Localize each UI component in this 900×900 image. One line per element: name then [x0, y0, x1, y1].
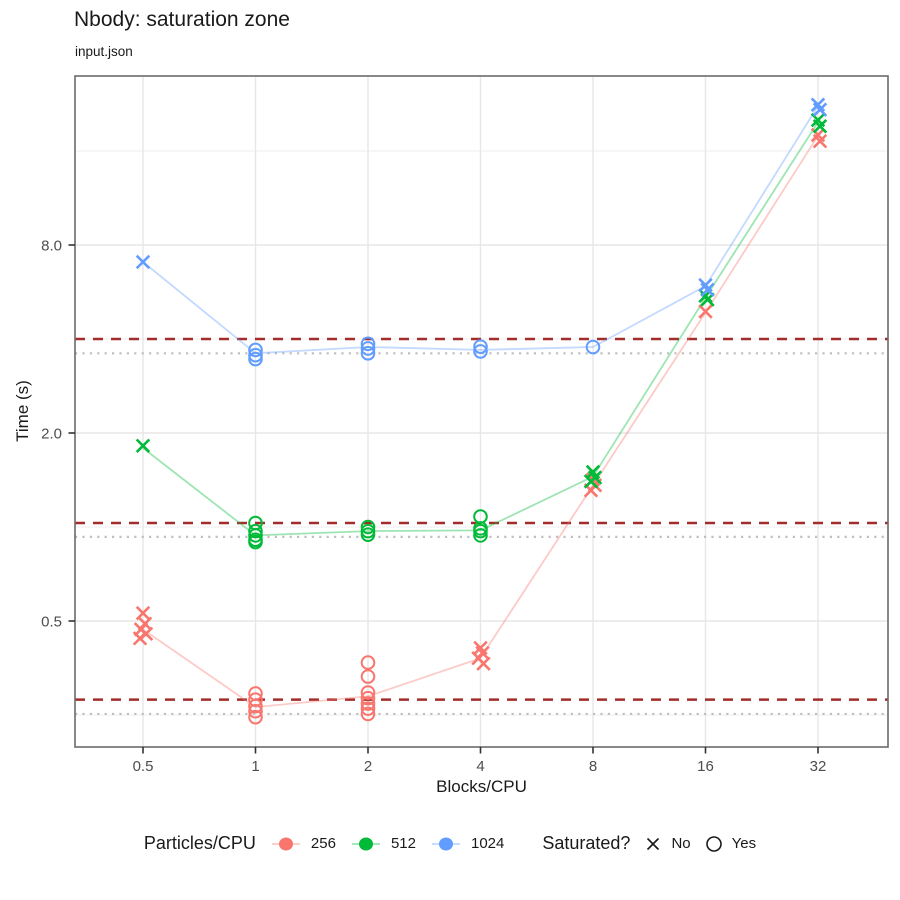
data-point-x [812, 102, 828, 117]
data-point-x [583, 474, 599, 489]
data-point-o [360, 655, 376, 670]
legend-item-Yes: Yes [704, 834, 756, 854]
data-point-o [248, 709, 263, 725]
data-point-o [248, 528, 263, 543]
data-point-o [360, 669, 376, 684]
y-tick-label: 8.0 [41, 238, 62, 255]
data-point-o [360, 527, 376, 542]
data-point-o [360, 345, 376, 361]
data-point-x [812, 119, 828, 134]
data-point-o [248, 534, 263, 550]
x-shape-icon [647, 837, 660, 850]
data-point-x [476, 656, 491, 671]
legend-title-particles: Particles/CPU [143, 833, 256, 853]
axis-ticks: 0.5 1 2 4 8 16 32 0.5 2.0 8.0 [41, 238, 826, 776]
plot-area: 0.5 1 2 4 8 16 32 0.5 2.0 8.0 [41, 75, 889, 776]
o-shape-icon [705, 835, 722, 852]
data-point-o [360, 336, 376, 352]
legend-title-saturated: Saturated? [542, 833, 631, 853]
legend-item-label: No [671, 835, 691, 852]
legend-group-particles: Particles/CPU 256 512 1024 [144, 833, 504, 854]
legend-item-label: Yes [731, 835, 757, 852]
legend-key-icon [431, 837, 460, 850]
series-points-256 [132, 127, 828, 725]
y-tick-label: 0.5 [41, 614, 62, 631]
data-point-x [135, 254, 151, 270]
data-point-x [700, 282, 715, 298]
data-point-o [360, 701, 376, 716]
panel-border [74, 75, 889, 748]
legend-item-No: No [643, 834, 691, 854]
data-point-o [248, 351, 263, 367]
data-point-o [248, 698, 263, 714]
chart-subtitle: input.json [75, 44, 133, 59]
series-points-512 [135, 112, 828, 550]
x-tick-label: 16 [697, 758, 714, 775]
data-point-o [360, 690, 376, 706]
chart-svg: 0.5 1 2 4 8 16 32 0.5 2.0 8.0 [41, 75, 889, 776]
legend-item-label: 256 [310, 835, 336, 852]
series-points-1024 [135, 97, 828, 367]
x-axis-title: Blocks/CPU [436, 777, 527, 796]
x-tick-label: 4 [476, 758, 484, 775]
legend-item-512: 512 [349, 834, 416, 854]
data-point-o [248, 342, 263, 358]
y-tick-label: 2.0 [41, 426, 62, 443]
x-tick-label: 1 [251, 758, 259, 775]
x-tick-label: 2 [364, 758, 372, 775]
x-tick-label: 32 [810, 758, 827, 775]
legend-item-256: 256 [269, 834, 336, 854]
data-point-o [360, 706, 376, 722]
legend: Particles/CPU 256 512 1024 Saturated? No Y… [0, 833, 900, 854]
chart-title: Nbody: saturation zone [74, 8, 290, 31]
data-point-o [360, 341, 376, 356]
data-point-o [360, 696, 376, 711]
data-point-x [698, 304, 713, 319]
reference-lines [75, 337, 888, 716]
data-point-x [812, 133, 828, 149]
legend-item-label: 512 [390, 835, 416, 852]
data-point-o [360, 519, 376, 535]
data-point-x [135, 605, 151, 621]
legend-group-saturated: Saturated? No Yes [542, 833, 756, 854]
x-tick-label: 8 [589, 758, 597, 775]
data-point-o [248, 523, 263, 539]
data-point-x [135, 438, 151, 454]
legend-item-1024: 1024 [429, 834, 504, 854]
data-point-o [473, 344, 488, 359]
legend-key-icon [351, 837, 380, 850]
data-point-x [132, 631, 148, 646]
data-point-o [360, 685, 376, 700]
legend-key-icon [271, 837, 300, 850]
legend-item-label: 1024 [470, 835, 505, 852]
data-point-o [473, 528, 488, 543]
data-point-o [248, 703, 263, 719]
x-tick-label: 0.5 [133, 758, 154, 775]
data-point-o [248, 347, 263, 363]
data-point-o [473, 339, 488, 354]
data-point-o [585, 339, 601, 355]
data-point-o [473, 523, 488, 539]
